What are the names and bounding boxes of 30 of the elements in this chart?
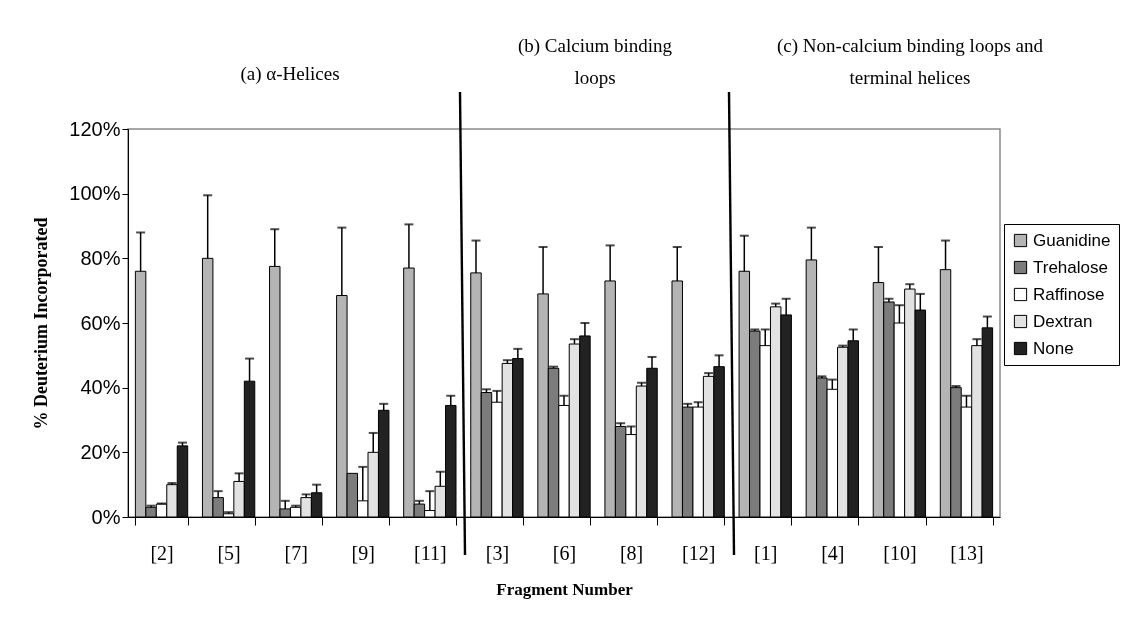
x-tick-label: [11]	[414, 541, 447, 564]
x-tick-label: [10]	[883, 541, 917, 564]
x-tick-label: [8]	[619, 541, 644, 564]
x-axis-title: Fragment Number	[496, 579, 634, 599]
legend-label: Guanidine	[1033, 230, 1111, 250]
y-tick-label: 80%	[80, 246, 121, 269]
text: (a) α-Helices	[239, 62, 341, 86]
x-tick-label: [2]	[150, 541, 174, 564]
legend-label: Dextran	[1033, 311, 1093, 331]
x-tick-label: [1]	[754, 541, 778, 564]
text: (b) Calcium binding loops	[516, 34, 674, 90]
x-tick-label: [9]	[351, 541, 375, 564]
x-tick-label: [6]	[552, 541, 577, 564]
y-tick-label: 0%	[91, 505, 121, 528]
text: (c) Non-calcium binding loops and terminal helices	[776, 34, 1044, 90]
x-tick-label: [3]	[485, 541, 510, 564]
y-tick-label: 20%	[80, 440, 121, 463]
y-axis-title: % Deuterium Incorporated	[31, 217, 52, 430]
x-tick-label: [4]	[821, 541, 845, 564]
legend-label: Raffinose	[1033, 284, 1105, 304]
x-tick-label: [13]	[950, 541, 984, 564]
x-tick-label: [12]	[681, 541, 716, 564]
legend-label: Trehalose	[1033, 257, 1108, 277]
y-tick-label: 60%	[80, 311, 121, 334]
legend-label: None	[1033, 338, 1074, 358]
y-tick-label: 100%	[69, 182, 121, 205]
y-tick-label: 40%	[80, 376, 121, 399]
y-tick-label: 120%	[69, 117, 121, 140]
x-tick-label: [7]	[284, 541, 308, 564]
x-tick-label: [5]	[217, 541, 241, 564]
